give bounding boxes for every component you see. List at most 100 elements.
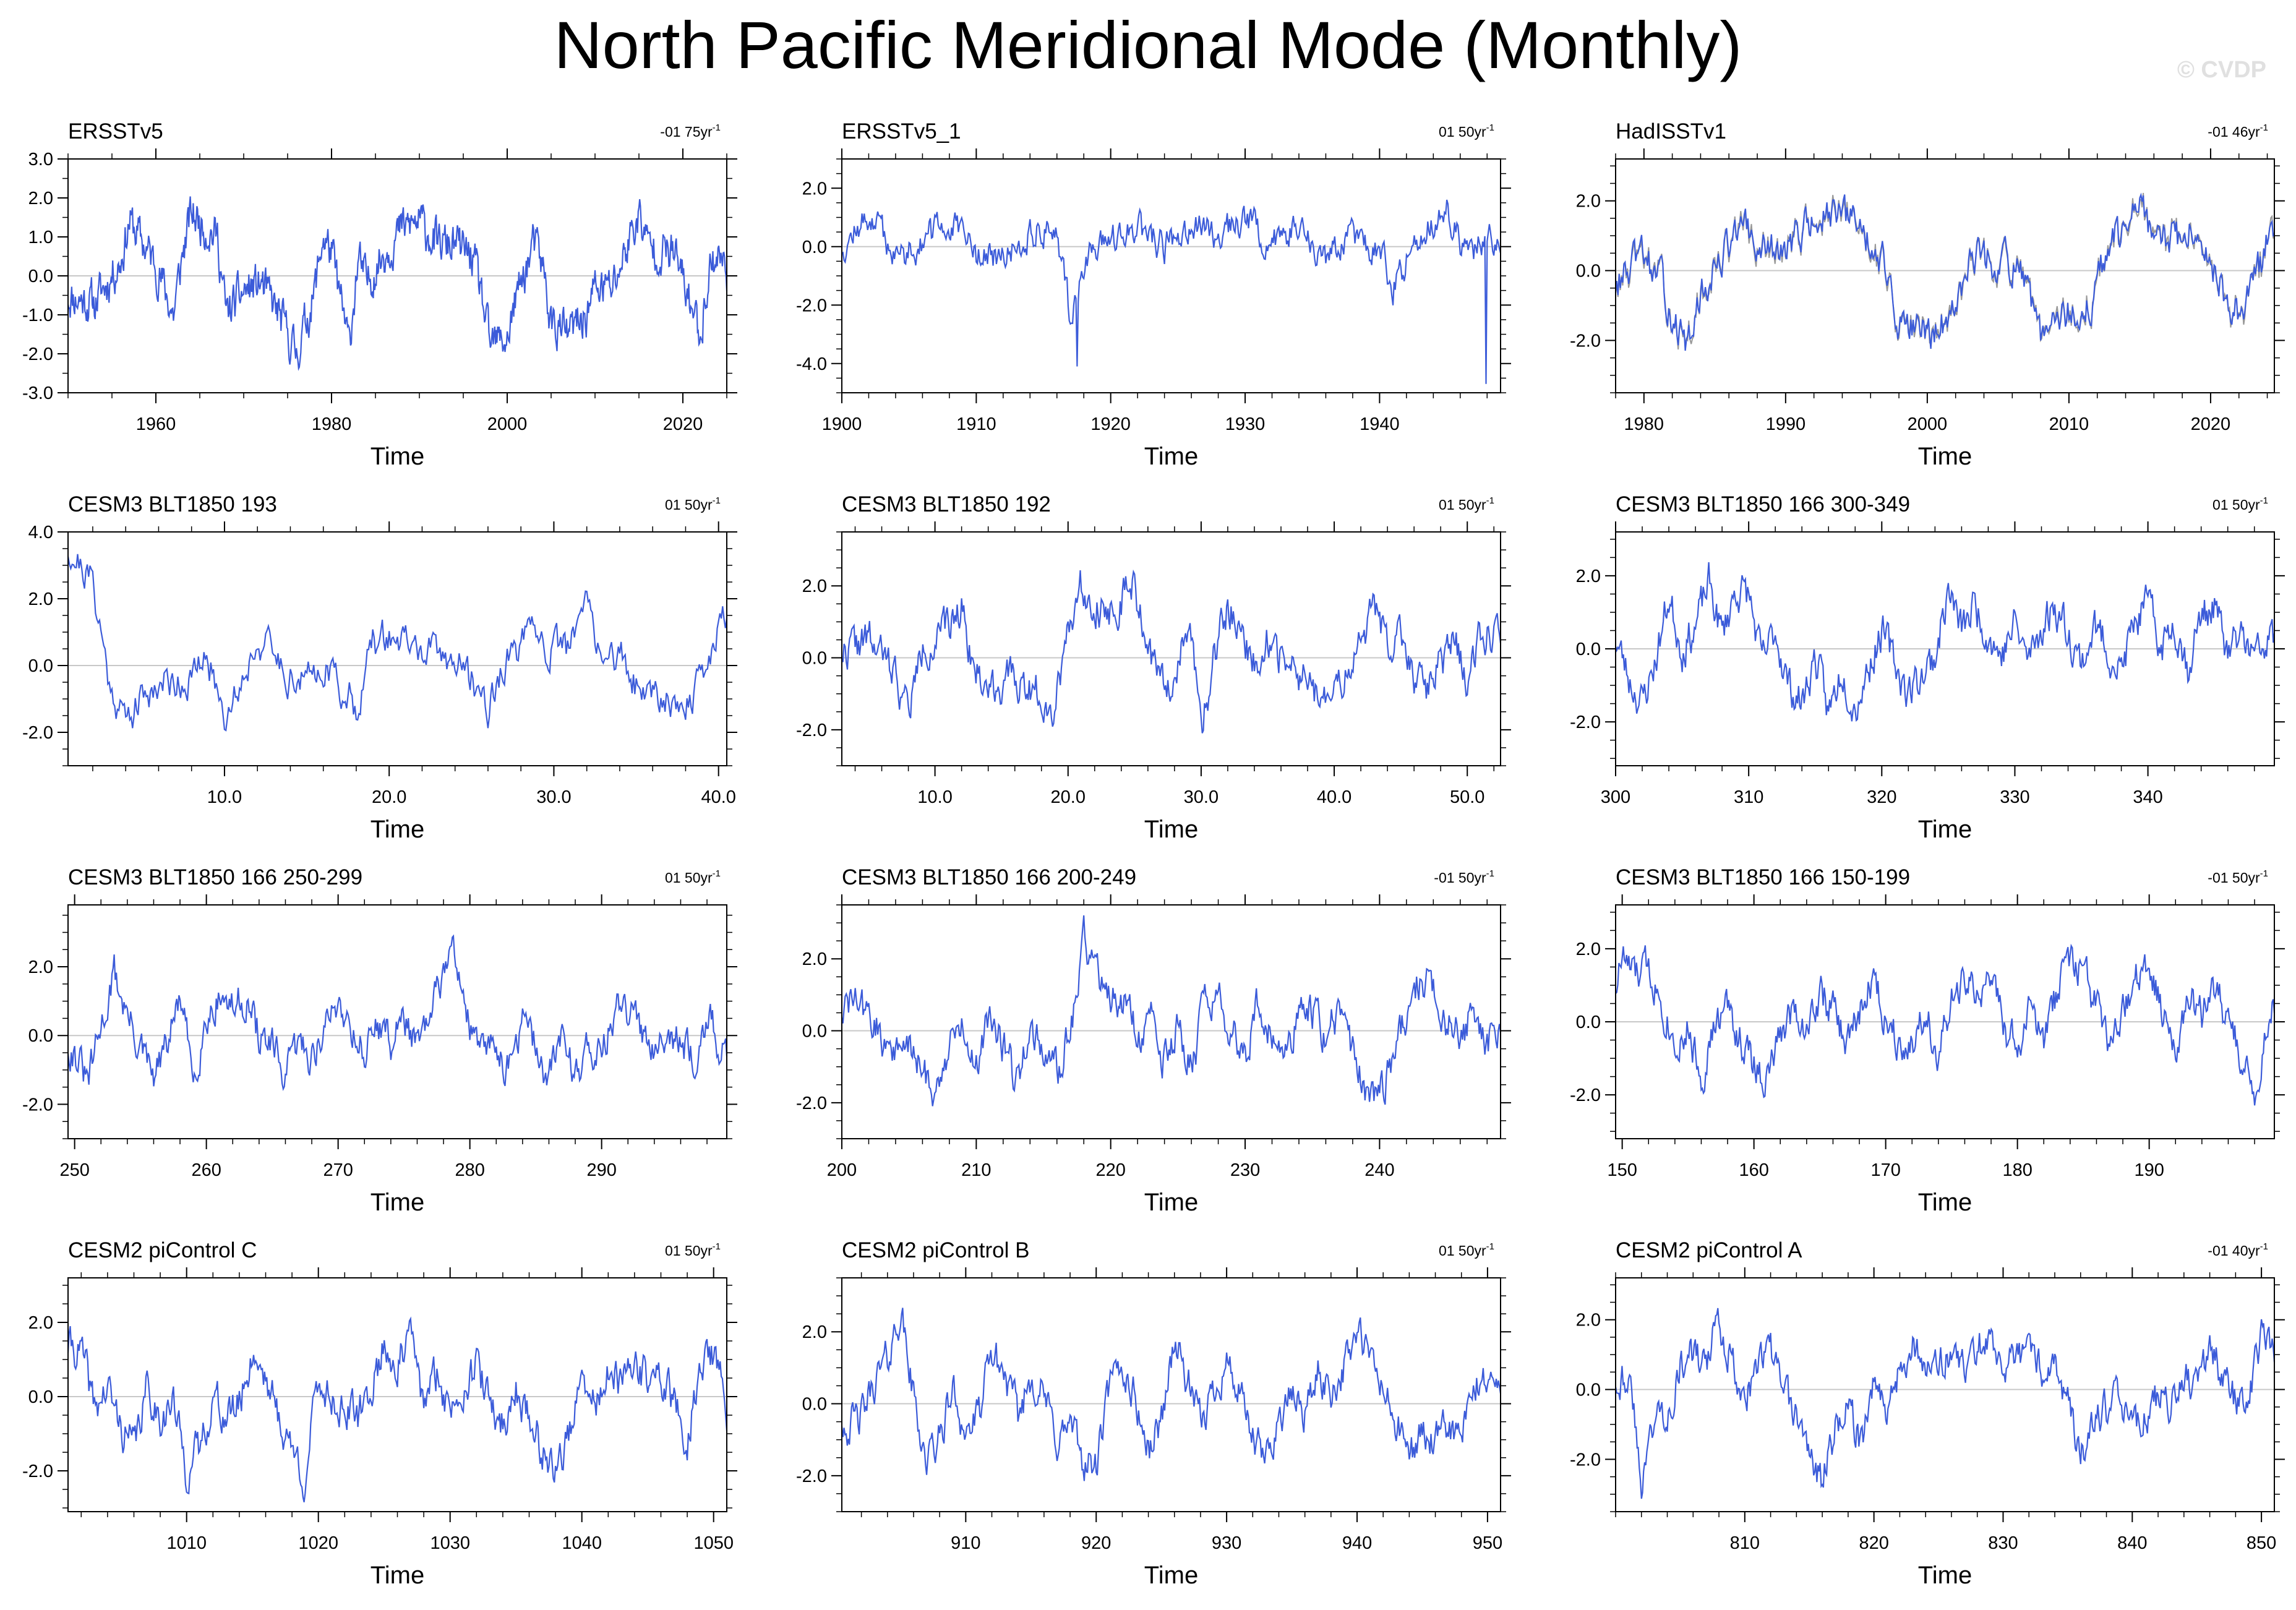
plot-frame — [67, 1277, 727, 1512]
trend-label: -01 40yr-1 — [2208, 1241, 2268, 1259]
x-tick-label: 230 — [1230, 1160, 1260, 1180]
x-tick-label: 2000 — [1908, 414, 1948, 434]
x-tick-label: 220 — [1095, 1160, 1125, 1180]
y-tick-label: 0.0 — [28, 1026, 53, 1046]
x-tick-label: 850 — [2247, 1533, 2276, 1553]
x-tick-label: 40.0 — [701, 787, 735, 807]
y-tick-label: 2.0 — [802, 576, 827, 596]
x-tick-label: 320 — [1867, 787, 1896, 807]
series-line — [1615, 943, 2276, 1106]
panel-0: ERSSTv5 -01 75yr-1 -3.0 -2.0 -1.0 0.0 1.0 2.0 3.… — [22, 119, 737, 470]
y-tick-label: 0.0 — [1576, 1381, 1601, 1400]
trend-label: 01 50yr-1 — [2212, 495, 2268, 513]
series-line — [67, 554, 728, 732]
x-axis-label: Time — [1144, 1562, 1198, 1589]
x-tick-label: 1050 — [693, 1533, 734, 1553]
panel-title: ERSSTv5_1 — [842, 119, 961, 143]
x-axis-label: Time — [1918, 443, 1972, 470]
x-tick-label: 250 — [59, 1160, 89, 1180]
x-axis-label: Time — [1918, 1189, 1972, 1216]
y-tick-label: -3.0 — [22, 383, 53, 403]
x-tick-label: 1920 — [1090, 414, 1131, 434]
panel-title: CESM3 BLT1850 166 300-349 — [1616, 492, 1910, 516]
panel-title: CESM3 BLT1850 192 — [842, 492, 1051, 516]
x-tick-label: 1980 — [312, 414, 352, 434]
x-tick-label: 280 — [455, 1160, 484, 1180]
x-tick-label: 150 — [1607, 1160, 1637, 1180]
plot-frame — [1615, 158, 2275, 393]
y-tick-label: 2.0 — [28, 1313, 53, 1333]
panel-title: CESM2 piControl B — [842, 1238, 1029, 1262]
x-tick-label: 1020 — [298, 1533, 338, 1553]
y-tick-label: 0.0 — [1576, 1013, 1601, 1032]
trend-label: 01 50yr-1 — [1439, 122, 1494, 140]
x-axis-label: Time — [1144, 816, 1198, 843]
x-tick-label: 180 — [2002, 1160, 2032, 1180]
series-line — [841, 915, 1502, 1107]
y-tick-label: -2.0 — [22, 723, 53, 743]
x-tick-label: 210 — [961, 1160, 991, 1180]
y-tick-label: -2.0 — [1570, 713, 1601, 732]
y-tick-label: 2.0 — [1576, 940, 1601, 959]
trend-label: 01 50yr-1 — [665, 868, 721, 886]
panel-title: CESM3 BLT1850 166 200-249 — [842, 865, 1136, 889]
trend-label: -01 50yr-1 — [1434, 868, 1494, 886]
panel-10: CESM2 piControl B 01 50yr-1 -2.0 0.0 2.0 910 9… — [796, 1238, 1511, 1589]
x-axis-label: Time — [1144, 443, 1198, 470]
plot-frame — [67, 904, 727, 1139]
y-tick-label: -2.0 — [22, 345, 53, 364]
x-tick-label: 2000 — [487, 414, 528, 434]
y-tick-label: 2.0 — [28, 589, 53, 609]
x-tick-label: 830 — [1988, 1533, 2018, 1553]
y-tick-label: -2.0 — [796, 721, 827, 740]
panel-title: ERSSTv5 — [68, 119, 163, 143]
x-tick-label: 190 — [2134, 1160, 2164, 1180]
y-tick-label: -2.0 — [22, 1462, 53, 1481]
panel-title: CESM3 BLT1850 166 150-199 — [1616, 865, 1910, 889]
x-tick-label: 20.0 — [372, 787, 406, 807]
x-tick-label: 2020 — [2191, 414, 2231, 434]
trend-label: -01 46yr-1 — [2208, 122, 2268, 140]
series-line — [67, 196, 728, 371]
trend-label: -01 50yr-1 — [2208, 868, 2268, 886]
panel-6: CESM3 BLT1850 166 250-299 01 50yr-1 -2.0 0.… — [22, 865, 737, 1216]
x-tick-label: 30.0 — [536, 787, 571, 807]
y-tick-label: 2.0 — [28, 189, 53, 208]
panel-3: CESM3 BLT1850 193 01 50yr-1 -2.0 0.0 2.0 4.0 1… — [22, 492, 737, 843]
x-tick-label: 300 — [1601, 787, 1630, 807]
x-tick-label: 810 — [1730, 1533, 1760, 1553]
x-tick-label: 290 — [586, 1160, 616, 1180]
x-tick-label: 950 — [1473, 1533, 1502, 1553]
y-tick-label: -2.0 — [796, 296, 827, 315]
y-tick-label: -4.0 — [796, 354, 827, 374]
x-tick-label: 1040 — [562, 1533, 602, 1553]
panel-title: CESM2 piControl C — [68, 1238, 257, 1262]
x-tick-label: 2010 — [2049, 414, 2089, 434]
panel-11: CESM2 piControl A -01 40yr-1 -2.0 0.0 2.0 810… — [1570, 1238, 2285, 1589]
panel-7: CESM3 BLT1850 166 200-249 -01 50yr-1 -2.0 0… — [796, 865, 1511, 1216]
plot-frame — [841, 1277, 1501, 1512]
x-tick-label: 840 — [2117, 1533, 2147, 1553]
trend-label: -01 75yr-1 — [660, 122, 721, 140]
plot-frame — [841, 531, 1501, 766]
x-tick-label: 340 — [2133, 787, 2162, 807]
x-tick-label: 1010 — [166, 1533, 207, 1553]
x-tick-label: 1960 — [136, 414, 176, 434]
x-axis-label: Time — [371, 443, 424, 470]
panel-title: CESM3 BLT1850 166 250-299 — [68, 865, 362, 889]
x-tick-label: 1940 — [1360, 414, 1400, 434]
y-tick-label: 2.0 — [802, 949, 827, 969]
y-tick-label: 0.0 — [1576, 262, 1601, 281]
trend-label: 01 50yr-1 — [1439, 1241, 1494, 1259]
x-tick-label: 240 — [1364, 1160, 1394, 1180]
panel-title: HadISSTv1 — [1616, 119, 1726, 143]
panel-title: CESM3 BLT1850 193 — [68, 492, 277, 516]
plot-frame — [67, 531, 727, 766]
x-tick-label: 170 — [1870, 1160, 1900, 1180]
plot-frame — [1615, 1277, 2275, 1512]
y-tick-label: 1.0 — [28, 228, 53, 247]
x-axis-label: Time — [371, 1562, 424, 1589]
y-tick-label: 0.0 — [802, 1022, 827, 1042]
x-axis-label: Time — [1144, 1189, 1198, 1216]
x-tick-label: 10.0 — [917, 787, 952, 807]
